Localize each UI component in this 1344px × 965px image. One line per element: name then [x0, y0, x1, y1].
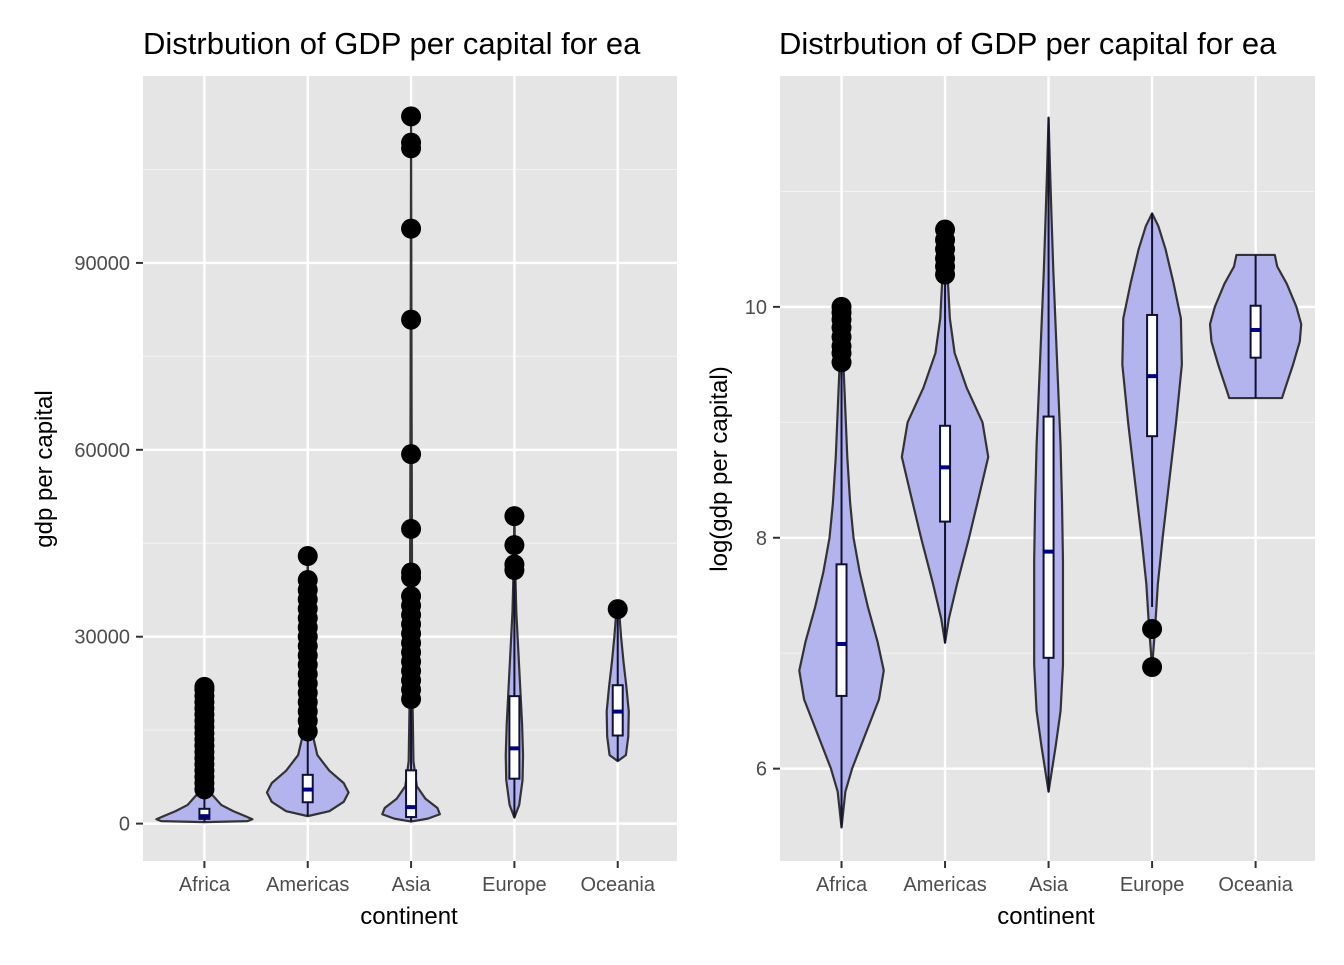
outlier-point-europe — [504, 535, 525, 556]
y-tick-label: 60000 — [74, 440, 130, 462]
outlier-point-americas — [297, 546, 318, 567]
outlier-point-asia — [401, 218, 422, 239]
outlier-point-europe — [504, 506, 525, 527]
right-x-axis-title: continent — [997, 903, 1095, 930]
x-tick-label-africa: Africa — [179, 874, 231, 896]
outlier-point-europe — [504, 554, 525, 575]
y-tick-label: 6 — [756, 759, 767, 781]
outlier-point-oceania — [607, 599, 628, 620]
outlier-point-asia — [401, 562, 422, 583]
outlier-point-asia — [401, 132, 422, 153]
right-chart-panel: 6 8 10 Africa Americas Asia Europe Oceania Distr… — [706, 26, 1315, 930]
outlier-point-asia — [401, 518, 422, 539]
x-tick-label-americas: Americas — [903, 874, 986, 896]
y-tick-label: 0 — [119, 814, 130, 836]
y-tick-label: 90000 — [74, 253, 130, 275]
outlier-point-europe — [1142, 657, 1163, 678]
outlier-point-africa — [194, 676, 215, 697]
y-tick-label: 30000 — [74, 627, 130, 649]
outlier-point-asia — [401, 309, 422, 330]
box-africa — [198, 807, 211, 820]
box-americas — [939, 424, 952, 523]
y-tick-label: 8 — [756, 528, 767, 550]
x-tick-label-asia: Asia — [392, 874, 432, 896]
right-chart-title: Distrbution of GDP per capital for ea — [779, 26, 1277, 61]
box-asia — [405, 769, 418, 819]
x-tick-label-oceania: Oceania — [1218, 874, 1293, 896]
x-tick-label-asia: Asia — [1029, 874, 1069, 896]
outlier-point-asia — [401, 106, 422, 127]
x-tick-label-americas: Americas — [266, 874, 349, 896]
left-x-axis-title: continent — [360, 903, 458, 930]
left-chart-title: Distrbution of GDP per capital for ea — [143, 26, 641, 61]
x-tick-label-europe: Europe — [1120, 874, 1185, 896]
box-asia — [1042, 415, 1055, 659]
x-tick-label-europe: Europe — [482, 874, 547, 896]
x-tick-label-africa: Africa — [816, 874, 868, 896]
left-chart-panel: 0 30000 60000 90000 Africa Americas Asia Europe… — [31, 26, 677, 930]
box-europe — [508, 695, 521, 780]
outlier-point-asia — [401, 586, 422, 607]
outlier-point-americas — [297, 570, 318, 591]
x-tick-label-oceania: Oceania — [580, 874, 655, 896]
outlier-point-asia — [401, 444, 422, 465]
outlier-point-americas — [935, 219, 956, 240]
right-y-axis-title: log(gdp per capital) — [706, 366, 733, 571]
outlier-point-europe — [1142, 618, 1163, 639]
y-tick-label: 10 — [745, 297, 767, 319]
box-africa — [835, 563, 848, 697]
left-y-axis-title: gdp per capital — [31, 390, 58, 547]
outlier-point-africa — [831, 296, 852, 317]
